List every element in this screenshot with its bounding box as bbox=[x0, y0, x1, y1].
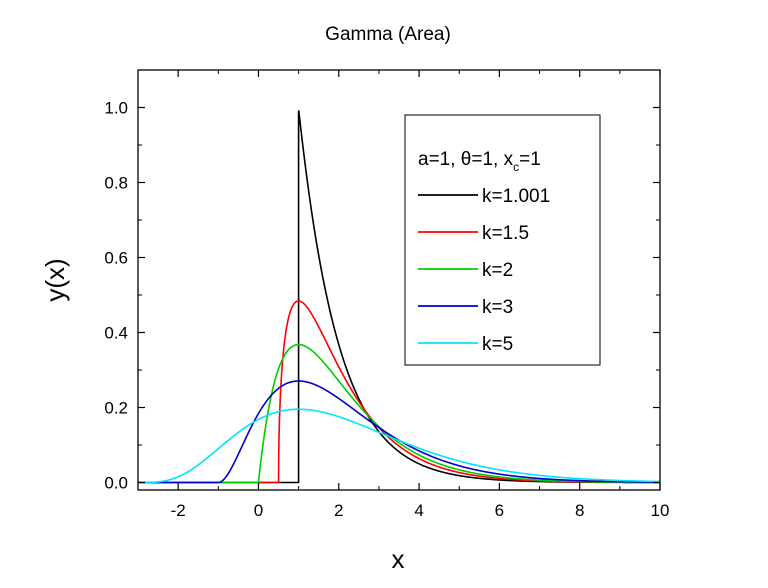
legend-item: k=1.001 bbox=[418, 186, 550, 207]
y-axis-label: y(x) bbox=[40, 258, 70, 301]
legend-label: k=5 bbox=[482, 334, 513, 355]
y-tick-label: 0.4 bbox=[104, 324, 128, 343]
legend-item: k=2 bbox=[418, 260, 513, 281]
legend-item: k=5 bbox=[418, 334, 513, 355]
x-tick-label: 0 bbox=[254, 501, 263, 520]
legend-label: k=3 bbox=[482, 297, 513, 318]
legend-label: k=1.5 bbox=[482, 223, 529, 244]
y-tick-label: 1.0 bbox=[104, 99, 128, 118]
legend: a=1, θ=1, xc=1 k=1.001 k=1.5 k=2 k=3 k=5 bbox=[404, 114, 601, 366]
x-tick-label: 6 bbox=[495, 501, 504, 520]
y-tick-label: 0.8 bbox=[104, 174, 128, 193]
plot-area bbox=[138, 110, 660, 484]
x-tick-label: 8 bbox=[575, 501, 584, 520]
y-tick-label: 0.6 bbox=[104, 249, 128, 268]
axes: -2 0 2 4 6 8 10 0.0 0.2 0.4 0.6 0.8 1.0 bbox=[104, 70, 669, 520]
series-line-k-2 bbox=[138, 343, 660, 484]
x-tick-label: 10 bbox=[651, 501, 670, 520]
plot-frame bbox=[137, 69, 661, 491]
x-tick-label: -2 bbox=[171, 501, 186, 520]
chart-title: Gamma (Area) bbox=[325, 24, 451, 45]
series-line-k-3 bbox=[138, 380, 660, 484]
legend-label: k=2 bbox=[482, 260, 513, 281]
legend-box bbox=[404, 114, 601, 366]
x-tick-label: 4 bbox=[414, 501, 423, 520]
legend-label: k=1.001 bbox=[482, 186, 550, 207]
legend-items: k=1.001 k=1.5 k=2 k=3 k=5 bbox=[418, 186, 550, 355]
x-tick-label: 2 bbox=[334, 501, 343, 520]
legend-item: k=1.5 bbox=[418, 223, 529, 244]
legend-header: a=1, θ=1, xc=1 bbox=[418, 149, 541, 174]
series-line-k-5 bbox=[138, 408, 660, 484]
x-axis-label: x bbox=[392, 544, 405, 574]
y-tick-label: 0.2 bbox=[104, 399, 128, 418]
y-tick-label: 0.0 bbox=[104, 474, 128, 493]
legend-item: k=3 bbox=[418, 297, 513, 318]
